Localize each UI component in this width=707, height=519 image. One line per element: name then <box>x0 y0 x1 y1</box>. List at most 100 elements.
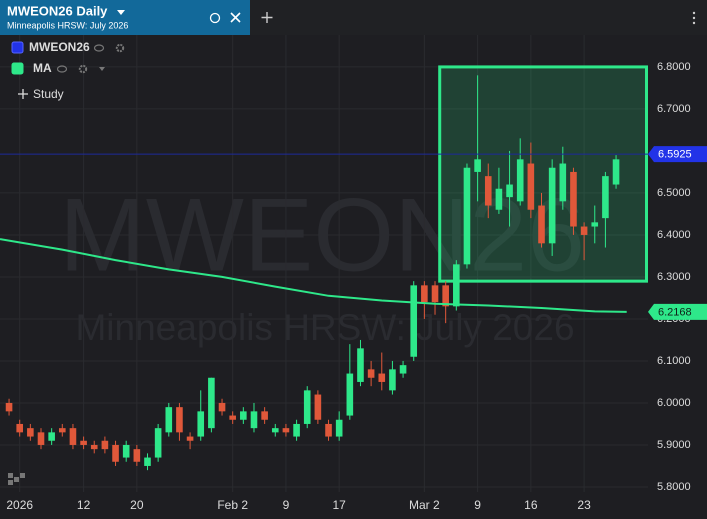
legend: MWEON26 MA <box>11 40 125 75</box>
candle-body <box>229 415 236 420</box>
tab[interactable] <box>0 0 250 35</box>
tab-subtitle: Minneapolis HRSW: July 2026 <box>7 20 128 30</box>
legend-swatch <box>11 41 24 54</box>
candle-body <box>37 432 45 445</box>
candle-body <box>431 285 439 303</box>
settings-button[interactable] <box>78 64 88 74</box>
highlight-box <box>438 65 649 283</box>
candle-body <box>122 444 130 458</box>
candle-body <box>367 369 375 378</box>
watermark-subtitle: Minneapolis HRSW: July 2026 <box>75 307 574 348</box>
candle-body <box>421 285 428 303</box>
candle-body <box>325 423 332 437</box>
candle-body <box>506 184 513 198</box>
price-tag <box>648 146 707 163</box>
x-tick-label: 2026 <box>6 498 33 512</box>
candle-body <box>144 457 151 466</box>
tab-link-icon[interactable] <box>209 12 221 24</box>
y-tick-label: 6.0000 <box>657 397 691 409</box>
legend-swatch <box>11 62 24 75</box>
y-tick-label: 6.5000 <box>657 187 691 199</box>
candle-body <box>389 369 396 391</box>
y-tick-label: 5.8000 <box>657 481 691 493</box>
x-tick-label: 17 <box>332 498 346 512</box>
y-tick-label: 6.4000 <box>657 229 691 241</box>
logo <box>8 473 25 485</box>
candle-body <box>165 407 173 433</box>
y-tick-label: 6.8000 <box>657 61 691 73</box>
visibility-toggle[interactable] <box>93 44 105 52</box>
x-tick-label: 20 <box>130 498 144 512</box>
candle-body <box>495 188 503 210</box>
x-tick-label: 9 <box>283 498 290 512</box>
new-tab[interactable] <box>261 12 273 23</box>
tab-title: MWEON26 Daily <box>7 3 108 18</box>
candle-body <box>80 440 87 445</box>
candle-body <box>133 449 141 462</box>
x-tick-label: 23 <box>577 498 591 512</box>
candle-body <box>559 163 567 202</box>
candle-body <box>197 411 205 437</box>
candle-body <box>101 440 109 450</box>
x-tick-label: Mar 2 <box>409 498 440 512</box>
candle-body <box>208 377 215 429</box>
plot: MWEON26 Minneapolis HRSW: July 2026 <box>0 35 649 492</box>
candle-body <box>591 222 599 227</box>
candle-body <box>378 373 386 382</box>
price-axis <box>648 35 707 519</box>
settings-button[interactable] <box>115 43 125 53</box>
candle-body <box>527 163 535 210</box>
candle-body <box>399 365 407 374</box>
x-tick-label: Feb 2 <box>217 498 248 512</box>
tab-dropdown[interactable] <box>117 10 125 15</box>
axes: 5.80005.90006.00006.10006.20006.30006.40… <box>6 61 707 512</box>
candle-body <box>48 432 55 441</box>
candle-body <box>410 285 418 357</box>
candle-body <box>357 348 364 382</box>
candle-body <box>463 167 471 265</box>
legend-dropdown[interactable] <box>99 67 105 71</box>
candle-body <box>282 428 290 433</box>
candle-body <box>346 373 354 416</box>
legend-label: MWEON26 <box>29 40 90 54</box>
candle-body <box>570 171 577 227</box>
candle-body <box>154 428 162 458</box>
price-tag <box>648 303 707 320</box>
candle-body <box>69 428 77 445</box>
visibility-toggle[interactable] <box>56 65 68 73</box>
ma-line <box>0 238 627 313</box>
tab-close[interactable] <box>230 12 241 23</box>
x-tick-label: 12 <box>77 498 91 512</box>
candle-body <box>16 423 24 433</box>
candle-body <box>27 428 34 437</box>
study-plus[interactable] <box>18 89 28 99</box>
candle-body <box>90 444 98 450</box>
menu-icon[interactable] <box>692 11 696 25</box>
candle-body <box>58 428 66 433</box>
y-tick-label: 5.9000 <box>657 439 691 451</box>
candle-body <box>314 394 322 420</box>
candle-body <box>218 402 226 412</box>
price-tag-label: 6.2168 <box>658 306 692 318</box>
candle-body <box>453 264 460 307</box>
candle-body <box>186 436 194 441</box>
y-tick-label: 6.3000 <box>657 271 691 283</box>
candle-body <box>176 407 183 433</box>
candle-body <box>484 176 492 206</box>
candle-body <box>442 285 449 307</box>
candle-body <box>240 411 247 420</box>
candle-body <box>474 159 481 172</box>
candle-body <box>112 444 119 462</box>
candle-body <box>293 423 300 437</box>
y-tick-label: 6.7000 <box>657 103 691 115</box>
candle-body <box>538 205 545 244</box>
x-tick-label: 9 <box>474 498 481 512</box>
candle-body <box>303 390 311 424</box>
study-button[interactable]: Study <box>33 87 64 101</box>
legend-label: MA <box>33 61 52 75</box>
y-tick-label: 6.1000 <box>657 355 691 367</box>
candle-body <box>516 159 524 202</box>
candle-body <box>5 402 13 412</box>
price-tag-label: 6.5925 <box>658 148 692 160</box>
candle-body <box>580 226 588 235</box>
